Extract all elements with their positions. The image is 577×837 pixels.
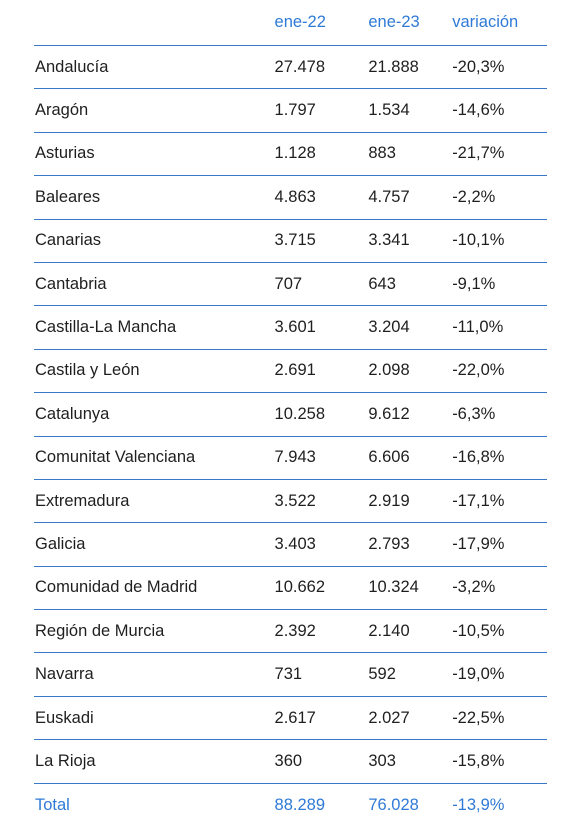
variacion-cell: -14,6% [452, 101, 505, 120]
table-row: Región de Murcia 2.392 2.140 -10,5% [34, 610, 547, 654]
variacion-cell: -9,1% [452, 274, 496, 293]
ene-22-cell: 10.662 [274, 578, 325, 597]
region-cell: Canarias [35, 231, 102, 250]
variacion-cell: -19,0% [452, 665, 505, 684]
table-row: Cantabria 707 643 -9,1% [34, 263, 547, 307]
total-ene-22: 88.289 [274, 795, 325, 814]
ene-22-cell: 3.522 [274, 491, 316, 510]
ene-23-cell: 2.098 [368, 361, 410, 380]
ene-23-cell: 1.534 [368, 101, 410, 120]
table-row: Extremadura 3.522 2.919 -17,1% [34, 480, 547, 524]
header-col-ene-22: ene-22 [274, 13, 326, 31]
ene-23-cell: 592 [368, 665, 396, 684]
ene-22-cell: 10.258 [274, 404, 325, 423]
ene-22-cell: 360 [274, 751, 303, 770]
ene-23-cell: 2.027 [368, 708, 410, 727]
ene-22-cell: 2.392 [274, 621, 316, 640]
ene-22-cell: 2.691 [274, 361, 316, 380]
ene-23-cell: 2.793 [368, 534, 410, 553]
ene-23-cell: 4.757 [368, 187, 410, 206]
variacion-cell: -20,3% [452, 57, 505, 76]
table-header: ene-22 ene-23 variación [34, 0, 547, 46]
ene-22-cell: 1.128 [274, 144, 316, 163]
header-col-ene-23: ene-23 [368, 13, 420, 31]
ene-23-cell: 3.341 [368, 231, 410, 250]
region-cell: Galicia [35, 534, 86, 553]
ene-23-cell: 21.888 [368, 57, 419, 76]
region-cell: Cantabria [35, 274, 107, 293]
region-cell: Extremadura [35, 491, 130, 510]
table-row: Galicia 3.403 2.793 -17,9% [34, 523, 547, 567]
region-cell: La Rioja [35, 751, 96, 770]
table-row: Andalucía 27.478 21.888 -20,3% [34, 46, 547, 90]
ene-22-cell: 7.943 [274, 448, 316, 467]
total-ene-23: 76.028 [368, 795, 419, 814]
region-cell: Euskadi [35, 708, 94, 727]
region-cell: Asturias [35, 144, 95, 163]
variacion-cell: -3,2% [452, 578, 496, 597]
table-row: Comunidad de Madrid 10.662 10.324 -3,2% [34, 567, 547, 611]
table-row: Canarias 3.715 3.341 -10,1% [34, 220, 547, 263]
ene-23-cell: 2.140 [368, 621, 410, 640]
region-cell: Aragón [35, 101, 89, 120]
ene-23-cell: 6.606 [368, 448, 410, 467]
variacion-cell: -6,3% [452, 404, 496, 423]
region-cell: Navarra [35, 665, 94, 684]
region-cell: Comunitat Valenciana [35, 448, 196, 467]
region-cell: Baleares [35, 187, 101, 206]
variacion-cell: -17,9% [452, 534, 505, 553]
variacion-cell: -21,7% [452, 144, 505, 163]
region-cell: Comunidad de Madrid [35, 578, 198, 597]
ene-22-cell: 707 [274, 274, 303, 293]
table-row: Castila y León 2.691 2.098 -22,0% [34, 350, 547, 394]
variacion-cell: -22,5% [452, 708, 505, 727]
table-row: Catalunya 10.258 9.612 -6,3% [34, 393, 547, 437]
table-row: Asturias 1.128 883 -21,7% [34, 133, 547, 177]
region-cell: Catalunya [35, 404, 110, 423]
ene-23-cell: 303 [368, 751, 396, 770]
table-row: Castilla-La Mancha 3.601 3.204 -11,0% [34, 306, 547, 350]
variacion-cell: -17,1% [452, 491, 505, 510]
variacion-cell: -2,2% [452, 187, 496, 206]
total-label: Total [35, 795, 70, 814]
table-row: Comunitat Valenciana 7.943 6.606 -16,8% [34, 437, 547, 480]
ene-22-cell: 4.863 [274, 187, 316, 206]
variacion-cell: -10,5% [452, 621, 505, 640]
ene-22-cell: 1.797 [274, 101, 316, 120]
table-row: Baleares 4.863 4.757 -2,2% [34, 176, 547, 220]
total-row: Total 88.289 76.028 -13,9% [34, 784, 547, 827]
ene-23-cell: 9.612 [368, 404, 410, 423]
ene-22-cell: 27.478 [274, 57, 325, 76]
ene-23-cell: 2.919 [368, 491, 410, 510]
ene-22-cell: 731 [274, 665, 303, 684]
ene-23-cell: 643 [368, 274, 396, 293]
table-row: Navarra 731 592 -19,0% [34, 653, 547, 697]
ene-23-cell: 10.324 [368, 578, 419, 597]
ene-23-cell: 3.204 [368, 318, 410, 337]
variacion-cell: -16,8% [452, 448, 505, 467]
ene-22-cell: 3.601 [274, 318, 316, 337]
variacion-cell: -10,1% [452, 231, 505, 250]
ene-22-cell: 3.715 [274, 231, 316, 250]
variacion-cell: -11,0% [452, 318, 504, 337]
ene-22-cell: 3.403 [274, 534, 316, 553]
ene-23-cell: 883 [368, 144, 396, 163]
region-cell: Castilla-La Mancha [35, 318, 177, 337]
table-row: Aragón 1.797 1.534 -14,6% [34, 89, 547, 133]
region-cell: Castila y León [35, 361, 140, 380]
total-variacion: -13,9% [452, 795, 505, 814]
variacion-cell: -15,8% [452, 751, 505, 770]
region-cell: Andalucía [35, 57, 109, 76]
data-table: ene-22 ene-23 variación Andalucía 27.478… [34, 0, 547, 827]
ene-22-cell: 2.617 [274, 708, 316, 727]
header-col-variacion: variación [452, 13, 519, 31]
region-cell: Región de Murcia [35, 621, 165, 640]
table-row: Euskadi 2.617 2.027 -22,5% [34, 697, 547, 741]
variacion-cell: -22,0% [452, 361, 505, 380]
table-row: La Rioja 360 303 -15,8% [34, 740, 547, 784]
